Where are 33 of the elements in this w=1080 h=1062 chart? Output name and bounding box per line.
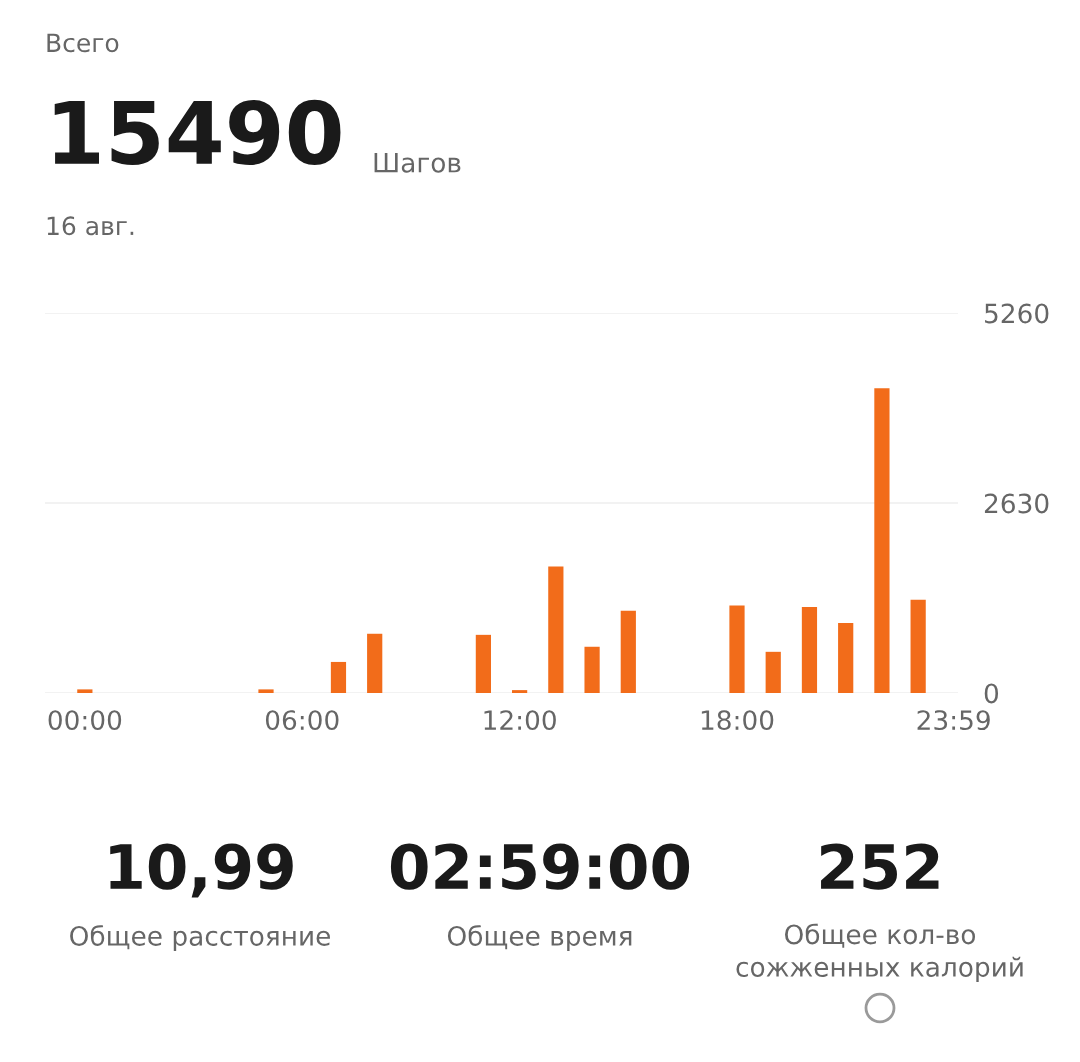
x-tick-label: 06:00 (265, 710, 339, 731)
text: 16 авг. (47, 216, 134, 236)
x-tick-label: 00:00 (48, 710, 122, 731)
text: Шагов (374, 153, 461, 173)
bar (77, 689, 93, 693)
text: 10,99 (110, 843, 293, 898)
bar (548, 566, 564, 693)
text: 15490 (54, 99, 341, 165)
y-tick-label: 0 (984, 683, 999, 704)
bar (330, 661, 347, 693)
bar (475, 634, 491, 693)
bar (910, 599, 926, 693)
text: Общее время (447, 925, 632, 951)
text: Общее кол-во сожженных калорий (736, 923, 1023, 983)
y-tick-label: 5260 (985, 303, 1049, 324)
x-tick-label: 23:59 (917, 710, 990, 731)
bar (512, 690, 528, 693)
bar (367, 633, 383, 693)
bar (729, 605, 745, 693)
x-tick-label: 18:00 (701, 710, 774, 731)
bar (801, 607, 818, 693)
bar (765, 651, 781, 693)
text: Всего (47, 33, 119, 53)
bar (584, 646, 600, 693)
bar (258, 689, 274, 693)
text: Общее расстояние (70, 925, 330, 951)
y-tick-label: 2630 (984, 493, 1049, 514)
bar (620, 610, 636, 693)
x-tick-label: 12:00 (484, 710, 556, 731)
text: 02:59:00 (390, 843, 690, 890)
text: 252 (821, 843, 939, 890)
bar (838, 622, 854, 693)
bar (874, 388, 890, 693)
